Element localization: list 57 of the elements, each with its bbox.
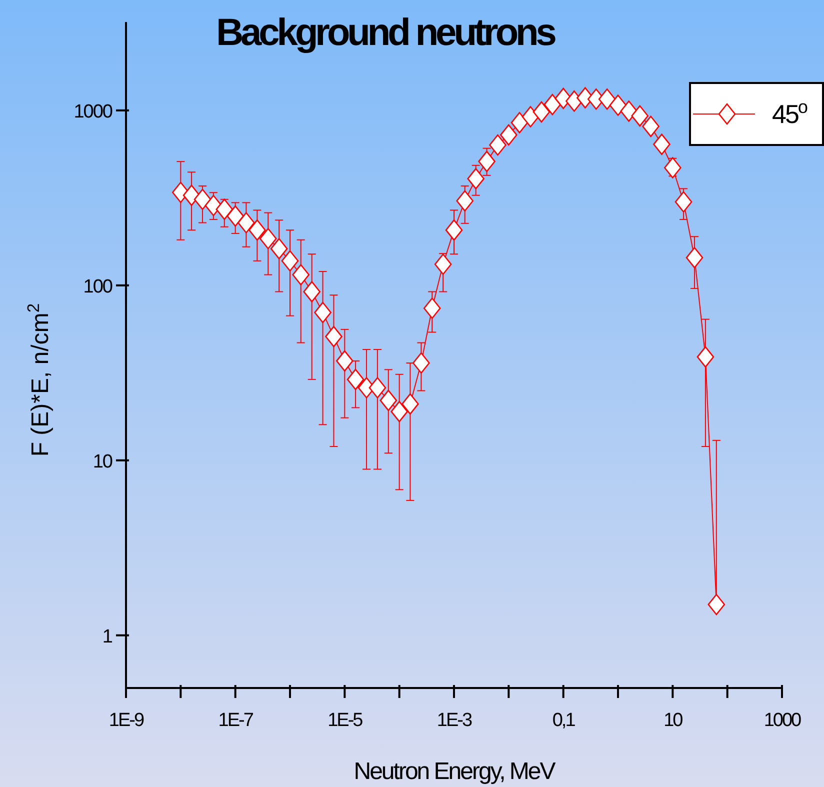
point — [467, 168, 484, 190]
point — [532, 101, 550, 123]
point — [609, 94, 627, 116]
point — [674, 191, 692, 213]
point — [445, 219, 463, 241]
y-tick-label: 1 — [102, 626, 112, 648]
point — [620, 100, 638, 122]
point — [270, 238, 288, 260]
point — [664, 157, 682, 178]
x-tick-label: 10 — [664, 710, 683, 731]
point — [510, 112, 528, 134]
point — [423, 298, 441, 319]
point — [281, 250, 299, 272]
point — [708, 594, 726, 616]
point — [478, 150, 496, 172]
point — [194, 188, 212, 210]
point — [598, 88, 616, 110]
point — [434, 254, 452, 275]
y-tick-label: 1000 — [74, 101, 112, 122]
point — [216, 198, 234, 220]
y-tick-label: 10 — [92, 451, 112, 472]
point — [412, 352, 430, 374]
point — [380, 390, 398, 412]
point — [544, 94, 562, 116]
x-tick-label: 1E-3 — [436, 710, 472, 731]
chart-title: Background neutrons — [216, 12, 556, 54]
point — [182, 184, 200, 206]
point — [631, 105, 648, 127]
point — [292, 264, 310, 286]
point — [642, 116, 660, 138]
point — [259, 228, 277, 250]
point — [336, 350, 354, 372]
point — [368, 377, 386, 398]
point — [456, 190, 474, 212]
point — [248, 219, 266, 241]
x-tick-label: 1E-9 — [108, 710, 144, 731]
point — [402, 393, 419, 415]
point — [522, 106, 540, 128]
point — [489, 134, 506, 156]
point — [346, 368, 364, 390]
point — [325, 326, 342, 348]
point — [314, 302, 332, 324]
point — [500, 124, 518, 146]
point — [686, 247, 704, 268]
x-axis-title: Neutron Energy, MeV — [354, 758, 556, 785]
y-tick-label: 100 — [83, 276, 112, 298]
point — [390, 400, 408, 422]
point — [238, 212, 255, 234]
x-tick-label: 1E-5 — [328, 710, 363, 731]
point — [653, 134, 670, 155]
point — [303, 281, 320, 302]
point — [696, 346, 714, 368]
x-tick-label: 1E-7 — [218, 710, 254, 731]
legend-label: 45$^{o}$ — [772, 97, 808, 129]
point — [226, 205, 244, 227]
x-tick-label: 1000 — [764, 710, 802, 731]
x-tick-label: 0,1 — [552, 710, 576, 731]
